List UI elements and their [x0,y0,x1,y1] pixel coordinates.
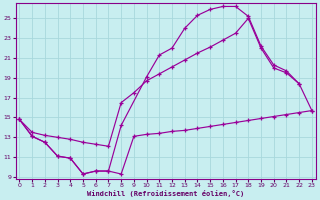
X-axis label: Windchill (Refroidissement éolien,°C): Windchill (Refroidissement éolien,°C) [87,190,244,197]
